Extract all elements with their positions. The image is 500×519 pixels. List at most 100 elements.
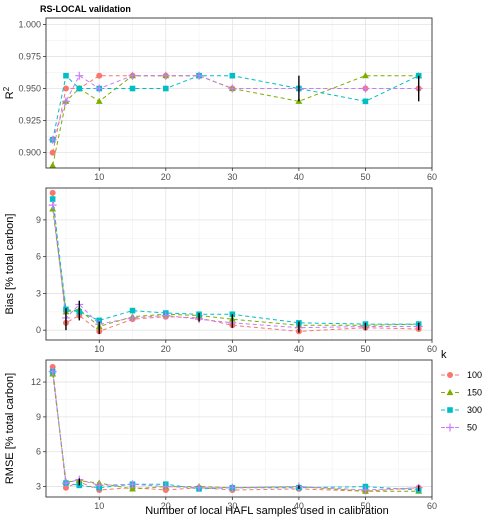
chart-title: RS-LOCAL validation [40,4,131,14]
data-point-150 [129,485,136,492]
y-tick-label: 0.925 [18,116,41,126]
x-tick-label: 10 [94,501,104,511]
x-tick-label: 30 [227,501,237,511]
series-line-150 [52,373,419,492]
data-point-300 [129,85,136,92]
data-point-50 [195,71,204,80]
x-tick-label: 10 [94,172,104,182]
panel-3: 3 6 9 12 10 20 30 40 50 60 RMSE [% total carbon] [4,359,437,511]
legend-entry-300: 300 [441,405,482,415]
y-tick-label: 0.950 [18,84,41,94]
series-line-300 [52,198,419,325]
data-point-100 [49,189,56,196]
data-point-50 [48,201,57,210]
x-tick-label: 40 [294,501,304,511]
x-tick-label: 60 [427,501,437,511]
data-point-50 [361,486,370,495]
data-point-300 [49,196,56,202]
data-point-150 [49,161,57,169]
data-point-50 [48,367,57,376]
data-point-50 [361,84,370,93]
panel-1: 0.900 0.925 0.950 0.975 1.000 10 20 30 40 50 60 R2 [2,17,437,182]
x-tick-label: 20 [161,344,171,354]
legend-entry-50: 50 [441,423,477,433]
y-tick-label: 3 [36,288,41,298]
data-point-50 [128,71,137,80]
x-tick-label: 50 [360,344,370,354]
data-point-50 [128,313,137,322]
y-tick-label: 3 [36,482,41,492]
panel-border [45,187,433,341]
x-tick-label: 50 [360,501,370,511]
panel-2: 0 3 6 9 10 20 30 40 50 60 Bias [% total carbon] [4,187,437,354]
data-point-300 [76,85,83,92]
y-tick-label: 9 [36,412,41,422]
data-point-50 [161,71,170,80]
y-tick-label: 1.000 [18,19,41,29]
data-point-100 [96,72,103,79]
x-tick-label: 40 [294,172,304,182]
data-point-50 [128,480,137,489]
data-point-50 [61,479,70,488]
data-point-150 [95,97,103,104]
y-axis-label: Bias [% total carbon] [4,214,16,315]
data-point-300 [162,85,169,92]
legend-key-marker [447,407,453,413]
x-tick-label: 10 [94,344,104,354]
legend-entry-150: 150 [441,388,482,398]
y-tick-label: 6 [36,447,41,457]
data-point-50 [75,71,84,80]
data-point-300 [63,72,69,79]
y-tick-label: 0.900 [18,148,41,158]
x-tick-label: 50 [360,172,370,182]
data-point-150 [362,72,369,79]
data-point-50 [228,84,237,93]
data-point-100 [62,484,69,491]
legend-label: 50 [467,423,477,433]
legend-key-marker [446,423,454,432]
data-point-50 [95,84,104,93]
x-tick-label: 60 [427,172,437,182]
data-point-100 [49,363,56,370]
legend-label: 300 [467,405,482,415]
y-axis-label: RMSE [% total carbon] [4,373,16,484]
data-point-100 [49,149,56,156]
legend-key-marker [446,388,454,396]
legend-title: k [441,349,447,361]
y-tick-label: 6 [36,252,41,262]
x-tick-label: 40 [294,344,304,354]
y-tick-label: 0 [36,325,41,335]
x-tick-label: 20 [161,172,171,182]
y-tick-label: 0.975 [18,51,41,61]
data-point-50 [61,97,70,106]
y-tick-label: 12 [31,377,41,387]
data-point-300 [229,72,236,79]
x-tick-label: 30 [227,172,237,182]
y-tick-label: 9 [36,215,41,225]
panel-border [45,359,433,498]
data-point-50 [161,482,170,491]
data-point-50 [48,135,57,144]
plot-background [46,188,432,340]
data-point-50 [195,483,204,492]
x-axis-label: Number of local HAFL samples used in cal… [145,505,389,517]
data-point-50 [95,481,104,490]
legend-entry-100: 100 [441,370,482,380]
panel-border [45,17,433,169]
data-point-100 [62,85,69,92]
plot-background [46,360,432,497]
x-tick-label: 60 [427,344,437,354]
y-axis-label: R2 [2,86,17,99]
data-point-300 [129,307,136,314]
data-point-300 [362,98,369,105]
legend-label: 100 [467,370,482,380]
legend-key-marker [447,372,453,378]
data-point-50 [228,483,237,492]
legend-label: 150 [467,388,482,398]
x-tick-label: 30 [227,344,237,354]
legend: k 100 150 300 50 [441,349,482,433]
data-point-50 [161,311,170,320]
x-tick-label: 20 [161,501,171,511]
